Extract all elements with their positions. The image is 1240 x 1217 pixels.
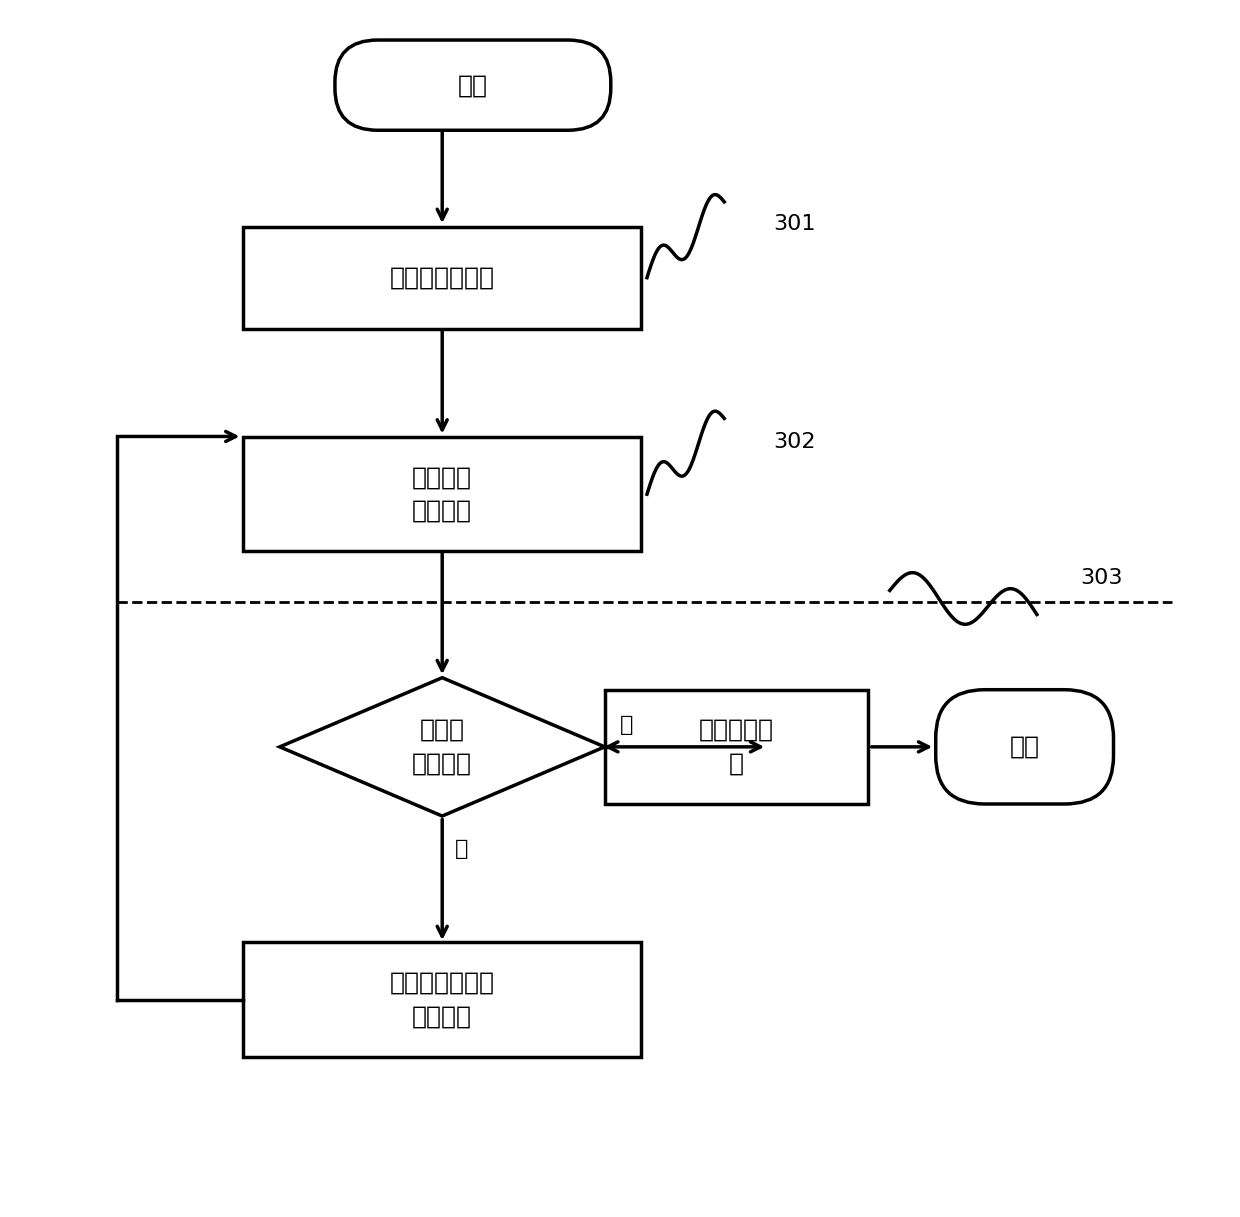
Polygon shape — [280, 678, 605, 817]
Text: 是否为
最优方案: 是否为 最优方案 — [412, 718, 472, 775]
Text: 更新计算标记，
重新计算: 更新计算标记， 重新计算 — [389, 971, 495, 1028]
Text: 初始化计算标记: 初始化计算标记 — [389, 265, 495, 290]
Text: 是: 是 — [620, 714, 632, 735]
FancyBboxPatch shape — [936, 690, 1114, 804]
Text: 返回最优方
案: 返回最优方 案 — [699, 718, 774, 775]
Text: 开始: 开始 — [458, 73, 487, 97]
FancyBboxPatch shape — [243, 226, 641, 329]
FancyBboxPatch shape — [605, 690, 868, 804]
FancyBboxPatch shape — [335, 40, 611, 130]
Text: 可行移动
方案计算: 可行移动 方案计算 — [412, 465, 472, 523]
Text: 301: 301 — [774, 213, 816, 234]
FancyBboxPatch shape — [243, 942, 641, 1056]
Text: 303: 303 — [1080, 568, 1122, 589]
Text: 否: 否 — [455, 840, 467, 859]
Text: 302: 302 — [774, 432, 816, 453]
Text: 结束: 结束 — [1009, 735, 1039, 759]
FancyBboxPatch shape — [243, 437, 641, 551]
